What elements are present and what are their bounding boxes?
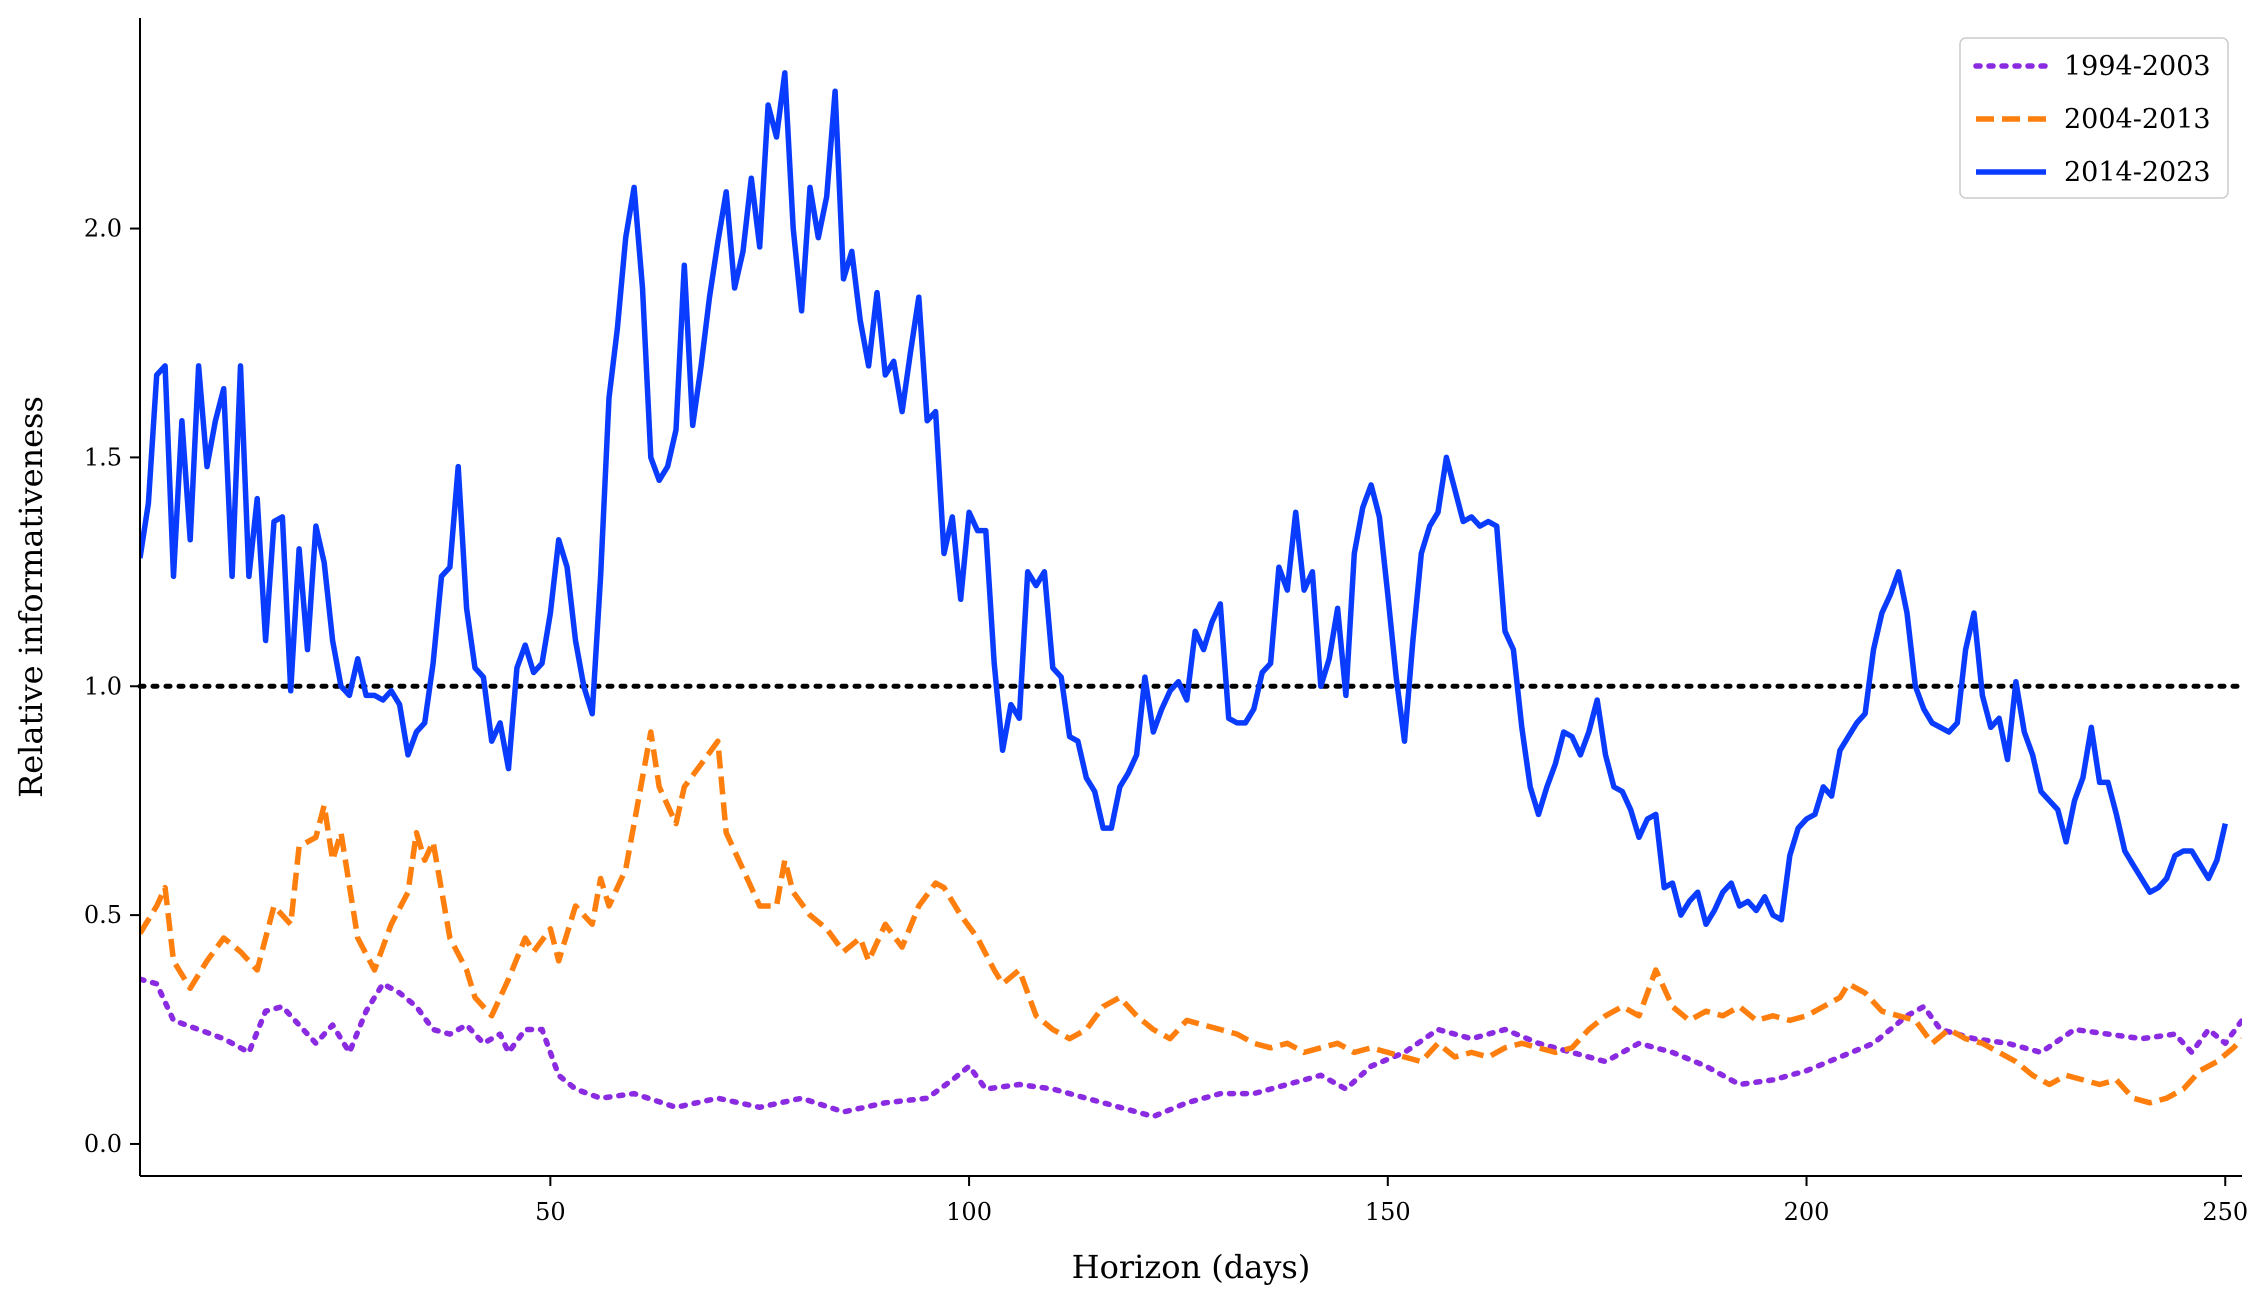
y-axis-label: Relative informativeness <box>12 396 50 798</box>
y-tick-label: 0.0 <box>84 1130 122 1158</box>
series-line-2004-2013 <box>140 729 2242 1106</box>
axes: 50 100 150 200 250 0.0 0.5 1.0 1.5 2.0 <box>84 18 2248 1226</box>
plot-area <box>137 70 2245 1120</box>
x-axis-label: Horizon (days) <box>1072 1248 1311 1286</box>
x-tick-label: 150 <box>1365 1198 1411 1226</box>
y-tick-label: 0.5 <box>84 901 122 929</box>
legend-label-2014-2023: 2014-2023 <box>2064 157 2211 188</box>
legend: 1994-2003 2004-2013 2014-2023 <box>1959 37 2229 199</box>
legend-frame <box>1959 37 2229 199</box>
x-tick-label: 100 <box>946 1198 992 1226</box>
x-tick-label: 50 <box>535 1198 566 1226</box>
y-tick-label: 1.5 <box>84 443 122 471</box>
x-tick-label: 250 <box>2202 1198 2248 1226</box>
y-tick-label: 2.0 <box>84 215 122 243</box>
legend-label-1994-2003: 1994-2003 <box>2064 51 2211 82</box>
legend-label-2004-2013: 2004-2013 <box>2064 104 2211 135</box>
x-tick-label: 200 <box>1784 1198 1830 1226</box>
series-line-2014-2023 <box>140 70 2228 928</box>
series-line-1994-2003 <box>140 976 2242 1120</box>
y-tick-label: 1.0 <box>84 672 122 700</box>
